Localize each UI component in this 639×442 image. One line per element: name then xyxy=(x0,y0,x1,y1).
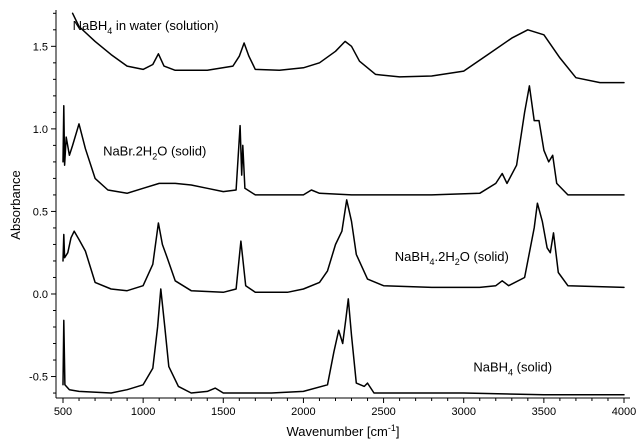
series-line-1 xyxy=(71,12,625,84)
x-tick-label-4000: 4000 xyxy=(612,406,636,418)
series-line-3 xyxy=(62,199,625,294)
series-label-2: NaBr.2H2O (solid) xyxy=(103,143,206,161)
x-tick-label-3000: 3000 xyxy=(451,406,475,418)
x-tick-label-1500: 1500 xyxy=(211,406,235,418)
x-tick-label-3500: 3500 xyxy=(532,406,556,418)
series-line-4 xyxy=(62,288,625,396)
x-tick-label-2000: 2000 xyxy=(291,406,315,418)
series-line-2 xyxy=(62,85,625,196)
y-tick-label-0: -0.5 xyxy=(29,372,48,384)
y-tick-label-4: 1.5 xyxy=(33,41,48,53)
x-tick-label-2500: 2500 xyxy=(371,406,395,418)
x-axis-title: Wavenumber [cm-1] xyxy=(286,423,399,439)
series-labels: NaBH4 in water (solution) NaBr.2H2O (soli… xyxy=(73,18,552,378)
y-tick-label-2: 0.5 xyxy=(33,206,48,218)
x-tick-label-500: 500 xyxy=(54,406,72,418)
y-axis-title: Absorbance xyxy=(8,170,23,239)
series-label-1: NaBH4 in water (solution) xyxy=(73,18,219,36)
series-label-3: NaBH4.2H2O (solid) xyxy=(395,249,509,267)
y-axis-ticks: -0.5 0.0 0.5 1.0 1.5 xyxy=(29,12,56,394)
series-label-4: NaBH4 (solid) xyxy=(473,360,552,378)
x-axis-ticks: 500 1000 1500 2000 2500 3000 3500 4000 xyxy=(54,398,636,418)
x-tick-label-1000: 1000 xyxy=(131,406,155,418)
y-tick-label-3: 1.0 xyxy=(33,124,48,136)
plot-traces xyxy=(62,12,625,396)
y-tick-label-1: 0.0 xyxy=(33,289,48,301)
